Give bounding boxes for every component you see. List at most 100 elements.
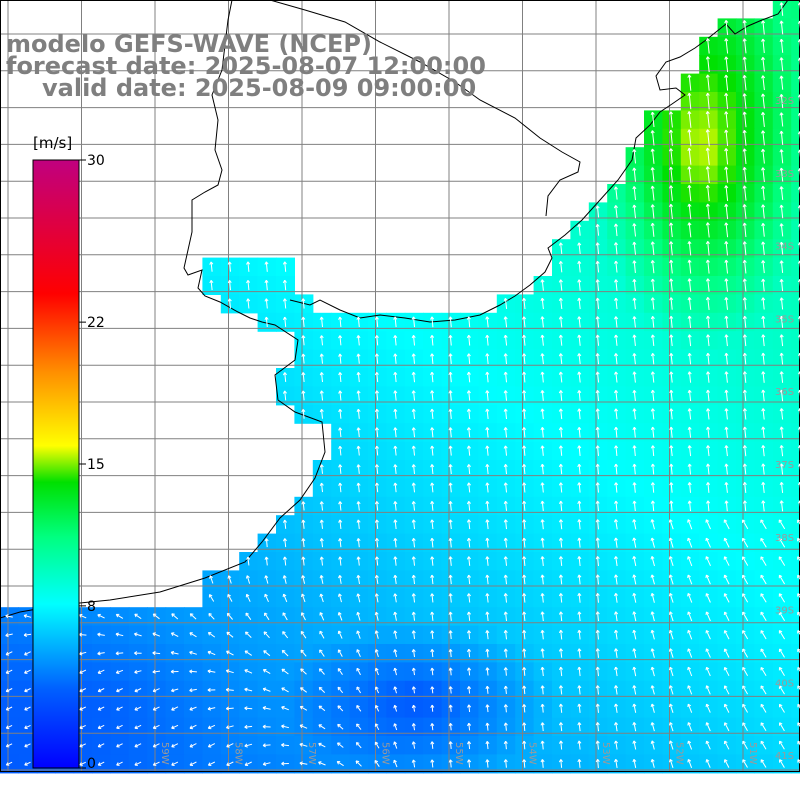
wind-arrow [687,519,693,530]
wind-arrow [760,611,767,621]
wind-arrow [485,463,490,475]
wind-arrow [23,633,32,637]
wind-arrow [411,723,416,731]
wind-arrow [282,298,287,309]
wind-arrow [448,537,453,548]
wind-arrow [282,556,287,566]
wind-arrow [632,278,637,292]
wind-arrow [614,371,619,383]
wind-arrow [797,722,800,728]
wind-arrow [245,612,252,620]
wind-arrow [448,686,453,694]
latitude-label: 36S [775,387,794,398]
wind-arrow [632,685,637,695]
wind-arrow [467,704,472,713]
wind-arrow [723,630,730,640]
wind-arrow [742,185,747,201]
wind-arrow [687,74,692,91]
wind-arrow [742,389,747,402]
wind-arrow [650,592,655,603]
wind-arrow [503,740,508,750]
wind-arrow [558,371,563,383]
wind-arrow [430,630,435,639]
wind-arrow [282,261,287,272]
wind-arrow [650,204,655,219]
wind-arrow [724,482,729,493]
wind-arrow [761,111,766,127]
wind-arrow [393,537,398,548]
wind-cell [791,386,800,406]
wind-arrow [797,759,800,764]
wind-arrow [668,611,674,622]
wind-arrow [282,631,289,639]
wind-arrow [724,389,729,402]
wind-arrow [724,445,729,457]
wind-arrow [706,445,711,457]
wind-arrow [687,593,693,603]
wind-arrow [779,445,784,457]
wind-arrow [614,353,619,365]
wind-arrow [207,743,216,748]
wind-arrow [485,611,490,621]
wind-arrow [466,464,471,475]
wind-cell [791,128,800,148]
wind-arrow [558,500,563,511]
wind-arrow [595,279,600,291]
wind-arrow [97,632,105,637]
wind-cell [791,349,800,369]
map-title: modelo GEFS-WAVE (NCEP) [6,30,372,58]
wind-arrow [595,648,600,658]
wind-arrow [632,260,637,273]
wind-arrow [430,759,435,768]
wind-arrow [778,630,786,640]
wind-arrow [669,445,674,457]
wind-arrow [356,427,361,438]
wind-arrow [356,649,361,658]
wind-arrow [24,724,31,730]
wind-arrow [650,241,655,256]
wind-arrow [761,167,766,183]
wind-arrow [189,761,197,766]
wind-arrow [761,352,766,365]
colorbar-ticks: 30 22 15 8 0 [79,153,105,772]
wind-arrow [356,519,361,529]
wind-arrow [614,685,619,695]
wind-arrow [632,334,637,346]
wind-arrow [189,724,197,730]
wind-arrow [761,56,766,72]
wind-arrow [503,427,508,438]
wind-arrow [778,537,786,548]
wind-arrow [760,537,767,548]
wind-arrow [319,464,324,474]
wind-arrow [669,241,674,256]
wind-arrow [687,611,693,622]
wind-arrow [669,352,674,365]
wind-arrow [632,204,637,219]
wind-arrow [299,705,308,711]
wind-arrow [337,742,344,748]
wind-arrow [723,685,730,695]
wind-arrow [577,353,582,365]
wind-arrow [448,556,453,566]
wind-arrow [742,148,747,165]
wind-arrow [430,574,435,585]
wind-arrow [337,668,343,675]
wind-arrow [742,408,747,420]
wind-arrow [632,371,637,383]
wind-arrow [687,203,692,220]
wind-arrow [669,185,674,201]
wind-arrow [540,666,545,677]
wind-arrow [152,706,160,711]
wind-arrow [207,632,216,638]
wind-arrow [411,593,416,603]
wind-arrow [632,223,637,237]
wind-arrow [705,666,711,677]
wind-arrow [503,537,508,548]
wind-arrow [687,759,693,768]
wind-arrow [189,688,197,693]
wind-arrow [650,574,655,585]
wind-arrow [319,335,324,346]
latitude-labels: 32S 33S 34S 35S 36S 37S 38S 39S 40S 41S [775,96,794,762]
wind-arrow [522,427,527,438]
wind-arrow [595,353,600,365]
